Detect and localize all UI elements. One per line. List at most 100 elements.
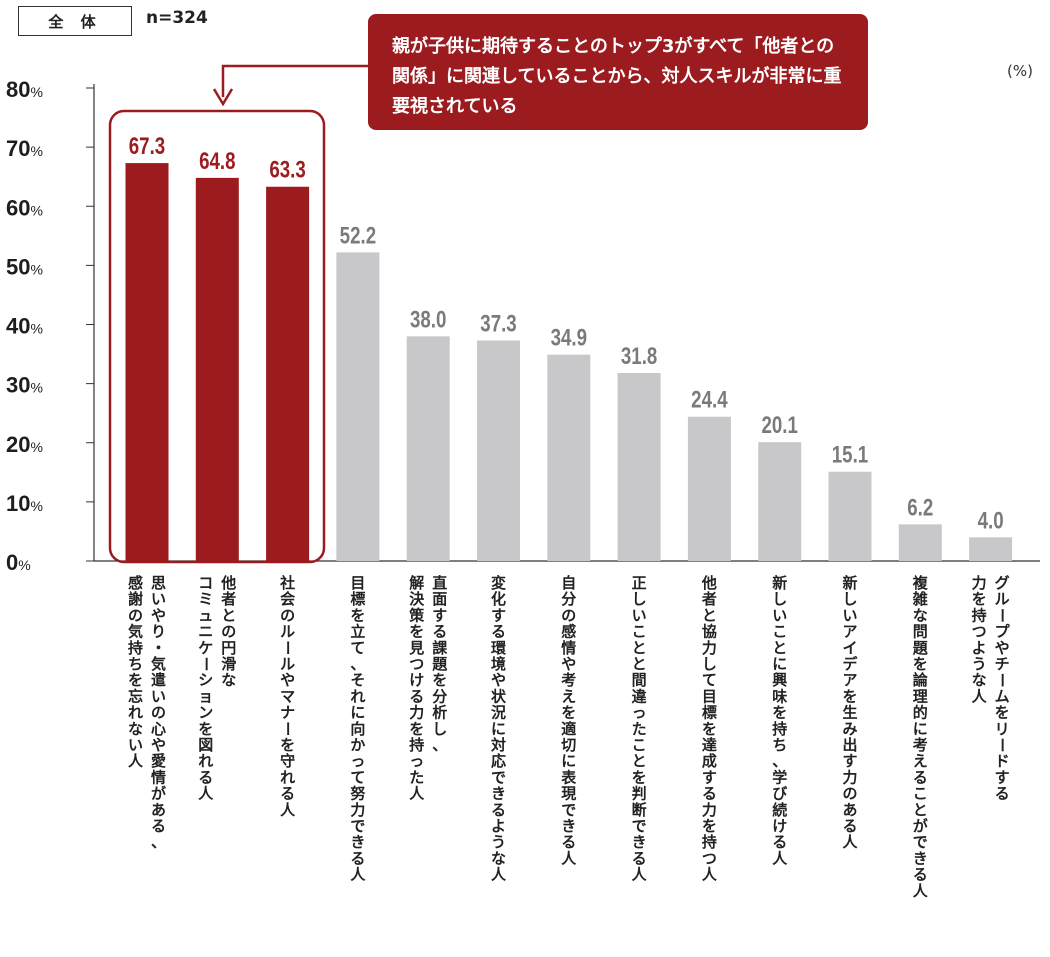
category-label-char: き — [350, 833, 365, 851]
category-label-char: 達 — [702, 736, 717, 754]
bar-value-label: 67.3 — [129, 133, 165, 160]
category-label-char: 、 — [772, 752, 787, 770]
category-label-char: 現 — [561, 785, 576, 803]
category-label-char: る — [280, 785, 295, 803]
bar-value-label: 20.1 — [761, 412, 797, 439]
category-label-char: 見 — [408, 639, 424, 657]
category-label-char: 析 — [432, 704, 447, 722]
category-label-char: れ — [280, 768, 295, 786]
bar-value-label: 34.9 — [551, 324, 587, 351]
category-label-char: き — [561, 817, 576, 835]
category-label-char: る — [995, 785, 1010, 803]
category-label-char: ー — [993, 737, 1011, 752]
category-label-char: た — [409, 768, 424, 786]
category-label-char: 気 — [128, 623, 143, 641]
bar-12 — [898, 524, 942, 561]
category-label-char: 雑 — [912, 590, 928, 608]
category-label-char: 適 — [561, 720, 576, 738]
category-label-char: し — [632, 590, 647, 608]
category-label-char: 新 — [842, 574, 857, 592]
category-label-char: ド — [995, 752, 1010, 770]
category-label-char: の — [842, 785, 857, 803]
y-tick-label: 40% — [6, 314, 43, 339]
category-label-char: ー — [279, 640, 297, 655]
category-label-char: 表 — [561, 768, 577, 786]
category-label-char: る — [151, 817, 166, 835]
category-label-char: よ — [491, 817, 506, 835]
category-label-char: す — [702, 768, 717, 786]
category-label-char: え — [561, 687, 576, 705]
category-label-char: を — [702, 817, 717, 835]
category-label-char: ナ — [280, 704, 295, 722]
category-label-char: 力 — [350, 801, 365, 819]
category-label-char: 持 — [702, 833, 717, 851]
category-label-char: ・ — [151, 639, 166, 657]
category-label-char: る — [350, 849, 365, 867]
category-label-char: 滑 — [221, 655, 236, 673]
category-label-char: な — [972, 671, 987, 689]
category-label-char: 標 — [350, 590, 365, 608]
category-label-char: し — [432, 720, 447, 738]
category-label-char: い — [151, 590, 166, 608]
category-label-char: い — [151, 687, 166, 705]
category-label-char: す — [491, 606, 506, 624]
category-label-char: 出 — [842, 736, 857, 754]
category-label-char: 忘 — [128, 687, 143, 705]
arrow-head-icon — [212, 88, 234, 107]
category-label-char: 気 — [151, 655, 166, 673]
category-label-char: 標 — [702, 704, 717, 722]
category-label-char: 対 — [490, 736, 506, 754]
category-label-char: 他 — [701, 574, 717, 592]
bar-value-label: 38.0 — [410, 306, 446, 333]
category-label-char: ち — [128, 655, 143, 673]
category-label-char: 問 — [913, 623, 928, 641]
y-tick-label: 30% — [6, 373, 43, 398]
category-label-char: 変 — [491, 574, 506, 592]
category-label-char: を — [913, 655, 928, 673]
category-label-char: る — [561, 833, 576, 851]
category-label-char: 、 — [151, 833, 166, 851]
category-label-char: う — [491, 833, 506, 851]
bar-value-label: 63.3 — [269, 157, 305, 184]
category-label-char: 持 — [128, 639, 143, 657]
category-label-char: 題 — [432, 655, 448, 673]
category-label-char: を — [561, 704, 576, 722]
category-label-char: て — [350, 639, 365, 657]
category-label-char: 愛 — [151, 752, 166, 770]
y-tick-label: 80% — [6, 77, 43, 102]
category-label-char: を — [995, 704, 1010, 722]
category-label-char: 策 — [408, 606, 425, 624]
category-label-char: と — [632, 639, 647, 657]
category-label-char: に — [772, 655, 787, 673]
y-tick-label: 60% — [6, 195, 43, 220]
category-label-char: み — [842, 720, 857, 738]
category-label-char: ル — [995, 590, 1010, 608]
category-label-char: る — [491, 623, 506, 641]
category-label-char: 心 — [151, 720, 166, 738]
category-label-char: 人 — [702, 866, 718, 884]
category-label-char: 人 — [491, 866, 507, 884]
category-label-char: 人 — [128, 752, 144, 770]
category-label-char: を — [409, 623, 424, 641]
category-label-char: ケ — [198, 639, 213, 657]
category-label-char: で — [913, 833, 928, 851]
category-label-char: け — [409, 671, 424, 689]
category-label-char: ル — [280, 623, 295, 641]
category-label-char: 分 — [561, 590, 576, 608]
bar-value-label: 4.0 — [978, 507, 1004, 534]
category-label-char: で — [350, 817, 365, 835]
category-label-char: を — [702, 720, 717, 738]
category-label-char: 切 — [561, 736, 576, 754]
category-label-char: な — [913, 606, 928, 624]
category-label-char: と — [772, 639, 787, 657]
category-label-char: で — [632, 817, 647, 835]
bar-13 — [969, 537, 1013, 561]
category-label-char: す — [432, 606, 447, 624]
category-label-char: と — [632, 752, 647, 770]
category-label-char: を — [409, 720, 424, 738]
category-label-char: き — [491, 785, 506, 803]
category-label-char: す — [995, 768, 1010, 786]
category-label-char: 間 — [632, 671, 647, 689]
category-label-char: コ — [198, 574, 213, 592]
category-label-char: こ — [632, 736, 647, 754]
